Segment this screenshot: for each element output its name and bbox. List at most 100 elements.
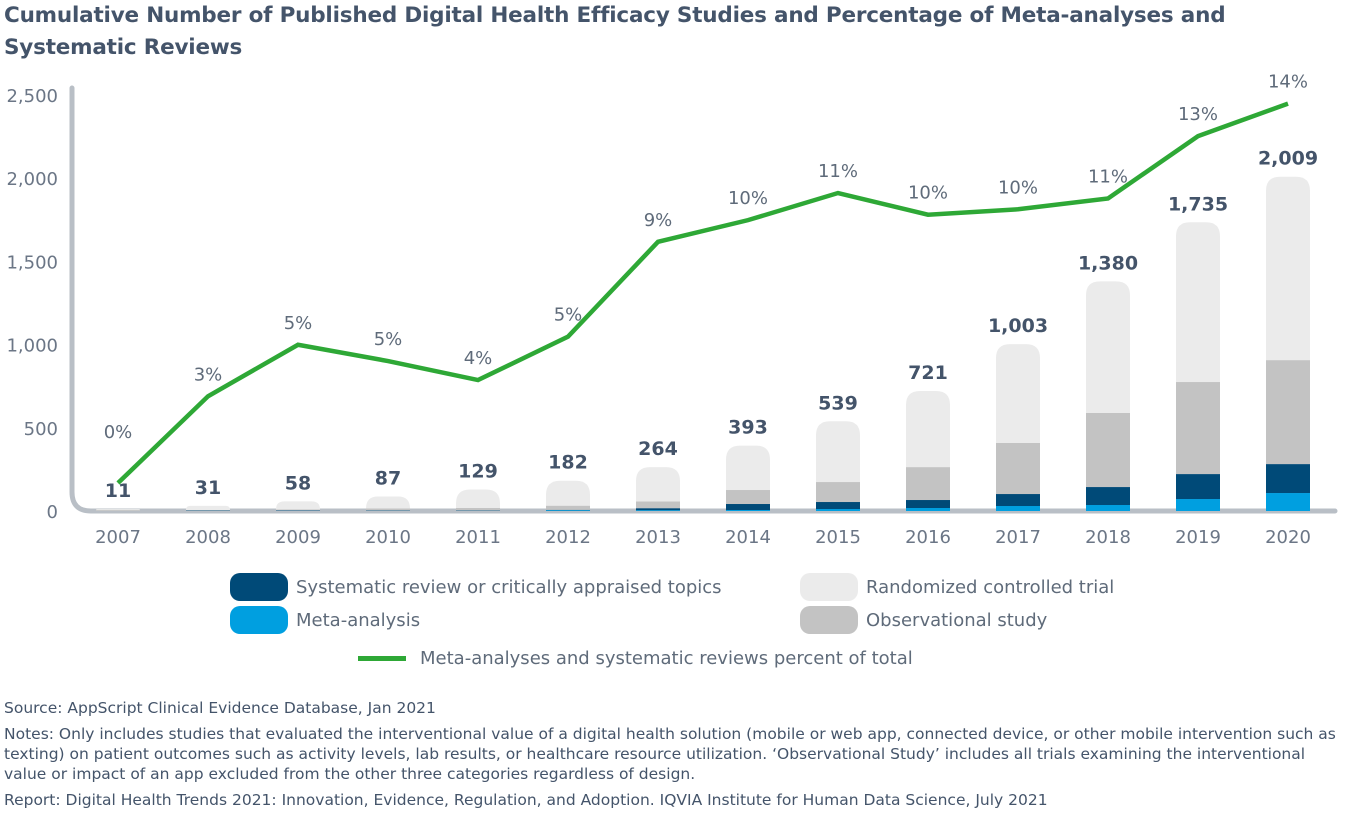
legend-swatch-systematic <box>230 573 288 601</box>
bar-total-label: 87 <box>375 468 401 490</box>
percent-label: 14% <box>1268 72 1308 93</box>
percent-label: 11% <box>818 161 858 182</box>
bar-total-label: 129 <box>458 461 498 483</box>
bar-segment-meta-analysis <box>1176 499 1220 511</box>
x-tick-label: 2018 <box>1085 527 1131 548</box>
bar-segment-observational-study <box>906 467 950 501</box>
bar-segment-meta-analysis <box>546 510 590 511</box>
bar-segment-observational-study <box>726 490 770 505</box>
y-tick-label: 1,000 <box>6 336 58 357</box>
bar-segment-observational-study <box>1266 360 1310 465</box>
bar-segment-observational-study <box>456 508 500 511</box>
x-tick-label: 2008 <box>185 527 231 548</box>
percent-label: 5% <box>554 305 583 326</box>
x-tick-label: 2015 <box>815 527 861 548</box>
percent-label: 4% <box>464 348 493 369</box>
bar-segment-meta-analysis <box>906 508 950 511</box>
bar-segment-meta-analysis <box>636 510 680 511</box>
source-note: Source: AppScript Clinical Evidence Data… <box>4 699 436 717</box>
legend-item-systematic: Systematic review or critically appraise… <box>230 573 722 601</box>
bar-segment-observational-study <box>1086 412 1130 488</box>
bar-segment-randomized-controlled-trial <box>366 496 410 509</box>
bar-total-label: 1,380 <box>1078 252 1138 274</box>
bar-segment-systematic-review-or-critically-appraised-topics <box>816 502 860 510</box>
legend-item-meta: Meta-analysis <box>230 606 420 634</box>
legend-item-observational: Observational study <box>800 606 1047 634</box>
y-tick-label: 0 <box>47 502 58 523</box>
bar-segment-systematic-review-or-critically-appraised-topics <box>1086 487 1130 506</box>
x-tick-label: 2016 <box>905 527 951 548</box>
bar-total-label: 2,009 <box>1258 148 1318 170</box>
legend-label-systematic: Systematic review or critically appraise… <box>296 576 722 598</box>
percent-label: 10% <box>728 188 768 209</box>
y-tick-label: 500 <box>24 419 58 440</box>
legend-swatch-observational <box>800 606 858 634</box>
bar-segment-systematic-review-or-critically-appraised-topics <box>636 508 680 511</box>
bar-segment-randomized-controlled-trial <box>276 501 320 510</box>
bar-segment-randomized-controlled-trial <box>816 421 860 483</box>
y-tick-label: 2,000 <box>6 169 58 190</box>
percent-label: 11% <box>1088 166 1128 187</box>
bar-segment-randomized-controlled-trial <box>1266 176 1310 361</box>
percent-label: 5% <box>374 329 403 350</box>
bar-total-label: 264 <box>638 438 678 460</box>
bar-segment-randomized-controlled-trial <box>636 467 680 502</box>
legend-swatch-rct <box>800 573 858 601</box>
legend-item-rct: Randomized controlled trial <box>800 573 1114 601</box>
bar-total-label: 182 <box>548 452 588 474</box>
bar-total-label: 1,735 <box>1168 193 1228 215</box>
bar-segment-systematic-review-or-critically-appraised-topics <box>906 500 950 509</box>
bar-segment-systematic-review-or-critically-appraised-topics <box>726 504 770 511</box>
x-tick-label: 2009 <box>275 527 321 548</box>
x-tick-label: 2013 <box>635 527 681 548</box>
bar-segment-observational-study <box>546 505 590 510</box>
x-tick-label: 2014 <box>725 527 771 548</box>
bar-segment-observational-study <box>996 442 1040 495</box>
legend-label-meta: Meta-analysis <box>296 609 421 631</box>
notes-text: Notes: Only includes studies that evalua… <box>4 725 1336 783</box>
bar-segment-observational-study <box>96 510 140 511</box>
legend-swatch-line <box>358 656 406 661</box>
bar-segment-meta-analysis <box>1086 505 1130 511</box>
legend-label-line: Meta-analyses and systematic reviews per… <box>420 648 913 669</box>
bar-segment-meta-analysis <box>816 509 860 511</box>
bar-total-label: 58 <box>285 472 311 494</box>
bar-total-label: 539 <box>818 392 858 414</box>
bar-segment-randomized-controlled-trial <box>1176 222 1220 383</box>
x-tick-label: 2017 <box>995 527 1041 548</box>
chart-title: Cumulative Number of Published Digital H… <box>4 3 1226 60</box>
bar-segment-observational-study <box>1176 382 1220 475</box>
bar-segment-randomized-controlled-trial <box>186 505 230 511</box>
bar-segment-randomized-controlled-trial <box>996 344 1040 443</box>
percent-label: 0% <box>104 422 133 443</box>
bar-total-label: 721 <box>908 362 948 384</box>
legend-label-observational: Observational study <box>866 609 1048 631</box>
x-tick-label: 2012 <box>545 527 591 548</box>
percent-label: 10% <box>998 177 1038 198</box>
x-tick-label: 2011 <box>455 527 501 548</box>
bar-segment-meta-analysis <box>726 510 770 511</box>
legend-item-line: Meta-analyses and systematic reviews per… <box>358 648 913 669</box>
legend-label-rct: Randomized controlled trial <box>866 576 1115 598</box>
axis-line <box>69 85 1338 514</box>
bar-segment-randomized-controlled-trial <box>906 391 950 468</box>
percent-label: 10% <box>908 183 948 204</box>
bar-segment-observational-study <box>816 482 860 503</box>
x-tick-label: 2010 <box>365 527 411 548</box>
legend-swatch-meta <box>230 606 288 634</box>
bar-segment-observational-study <box>276 509 320 511</box>
bar-segment-observational-study <box>366 508 410 511</box>
bar-segment-systematic-review-or-critically-appraised-topics <box>996 494 1040 507</box>
bar-segment-meta-analysis <box>1266 493 1310 511</box>
y-tick-label: 2,500 <box>6 86 58 107</box>
percent-label: 5% <box>284 313 313 334</box>
bar-segment-meta-analysis <box>996 506 1040 511</box>
bar-segment-systematic-review-or-critically-appraised-topics <box>1176 474 1220 500</box>
x-tick-label: 2019 <box>1175 527 1221 548</box>
bar-segment-randomized-controlled-trial <box>1086 281 1130 413</box>
percent-label: 9% <box>644 210 673 231</box>
report-note: Report: Digital Health Trends 2021: Inno… <box>4 791 1048 809</box>
bar-segment-randomized-controlled-trial <box>546 480 590 506</box>
x-tick-label: 2020 <box>1265 527 1311 548</box>
